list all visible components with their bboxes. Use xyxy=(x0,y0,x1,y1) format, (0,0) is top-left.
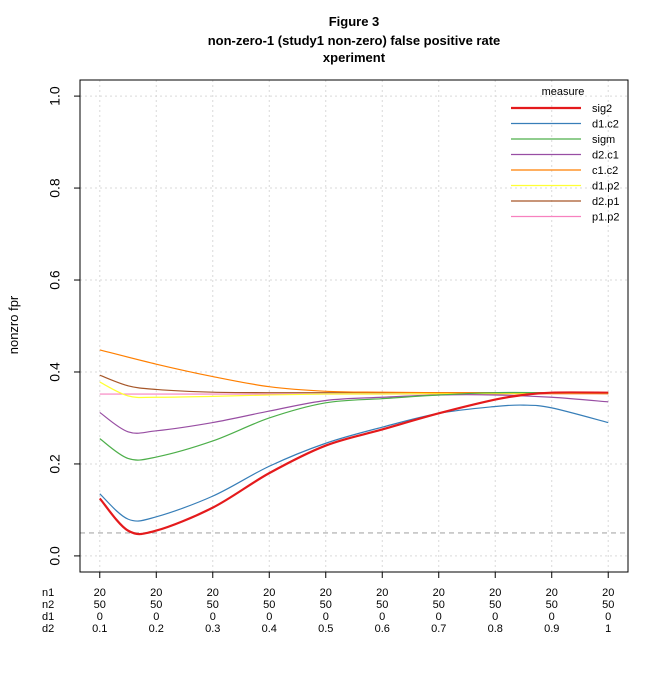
legend-label-c1.c2: c1.c2 xyxy=(592,165,618,177)
y-tick-label-4: 0.8 xyxy=(47,178,63,198)
x-table-cell-d2-2: 0.2 xyxy=(149,623,164,635)
x-table-cell-n2-4: 50 xyxy=(263,599,275,611)
legend-label-sig2: sig2 xyxy=(592,103,612,115)
legend-label-p1.p2: p1.p2 xyxy=(592,212,620,224)
y-axis-label: nonzro fpr xyxy=(6,295,21,354)
x-table-cell-d2-9: 0.9 xyxy=(544,623,559,635)
x-axis-table: n1 20 20 20 20 20 20 20 20 20 20 n2 50 50 50 50 50 50 50 50… xyxy=(42,587,614,635)
legend-label-sigm: sigm xyxy=(592,134,615,146)
x-table-cell-n2-9: 50 xyxy=(546,599,558,611)
legend-label-d2.c1: d2.c1 xyxy=(592,150,619,162)
y-tick-label-0: 0.0 xyxy=(47,546,63,566)
y-tick-label-3: 0.6 xyxy=(47,270,63,290)
series-line-d1.c2 xyxy=(99,404,609,522)
x-table-cell-d2-6: 0.6 xyxy=(375,623,390,635)
series-line-c1.c2 xyxy=(99,349,609,394)
x-table-cell-n1-2: 20 xyxy=(150,587,162,599)
series-lines xyxy=(98,349,609,536)
x-table-cell-n1-9: 20 xyxy=(546,587,558,599)
x-table-cell-n2-1: 50 xyxy=(94,599,106,611)
chart-title-line-2: non-zero-1 (study1 non-zero) false posit… xyxy=(208,33,501,48)
x-table-cell-n1-10: 20 xyxy=(602,587,614,599)
x-table-cell-n2-7: 50 xyxy=(433,599,445,611)
x-table-cell-d1-5: 0 xyxy=(323,611,329,623)
legend: measure sig2 d1.c2 sigm d2.c1 c1.c2 d1.p2 d2.p1… xyxy=(511,86,620,224)
x-table-cell-d1-10: 0 xyxy=(605,611,611,623)
legend-title: measure xyxy=(542,86,585,98)
series-line-sigm xyxy=(99,391,609,461)
x-table-row-label-n2: n2 xyxy=(42,599,54,611)
x-table-cell-n1-6: 20 xyxy=(376,587,388,599)
x-table-cell-d2-10: 1 xyxy=(605,623,611,635)
x-table-cell-d1-8: 0 xyxy=(492,611,498,623)
x-table-cell-d2-3: 0.3 xyxy=(205,623,220,635)
x-table-cell-d1-7: 0 xyxy=(436,611,442,623)
series-line-d1.p2 xyxy=(99,381,609,399)
x-table-cell-n2-6: 50 xyxy=(376,599,388,611)
x-table-row-label-n1: n1 xyxy=(42,587,54,599)
x-table-cell-n1-4: 20 xyxy=(263,587,275,599)
x-table-cell-d2-5: 0.5 xyxy=(318,623,333,635)
x-table-cell-n1-8: 20 xyxy=(489,587,501,599)
chart-title-line-1: Figure 3 xyxy=(329,14,380,29)
x-table-cell-n2-3: 50 xyxy=(207,599,219,611)
grid xyxy=(80,80,628,572)
x-table-cell-n1-7: 20 xyxy=(433,587,445,599)
x-table-cell-n2-8: 50 xyxy=(489,599,501,611)
x-table-row-label-d1: d1 xyxy=(42,611,54,623)
x-table-cell-d1-1: 0 xyxy=(97,611,103,623)
x-table-cell-n1-1: 20 xyxy=(94,587,106,599)
x-table-cell-n1-5: 20 xyxy=(320,587,332,599)
plot-frame xyxy=(79,79,629,573)
y-tick-label-5: 1.0 xyxy=(47,86,63,106)
series-line-d2.p1 xyxy=(99,374,609,395)
x-table-cell-n2-5: 50 xyxy=(320,599,332,611)
x-table-cell-d2-4: 0.4 xyxy=(262,623,277,635)
x-table-cell-d1-2: 0 xyxy=(153,611,159,623)
x-table-cell-d2-8: 0.8 xyxy=(488,623,503,635)
y-tick-label-2: 0.4 xyxy=(47,362,63,382)
x-table-cell-d1-9: 0 xyxy=(549,611,555,623)
series-line-sig2 xyxy=(98,391,609,536)
legend-label-d1.c2: d1.c2 xyxy=(592,119,619,131)
x-table-cell-d1-3: 0 xyxy=(210,611,216,623)
y-tick-label-1: 0.2 xyxy=(47,454,63,474)
x-table-cell-n1-3: 20 xyxy=(207,587,219,599)
chart-title-line-3: xperiment xyxy=(323,50,386,65)
legend-label-d2.p1: d2.p1 xyxy=(592,196,620,208)
x-table-cell-n2-10: 50 xyxy=(602,599,614,611)
x-table-cell-n2-2: 50 xyxy=(150,599,162,611)
legend-label-d1.p2: d1.p2 xyxy=(592,181,620,193)
x-table-row-label-d2: d2 xyxy=(42,623,54,635)
x-table-cell-d2-7: 0.7 xyxy=(431,623,446,635)
x-table-cell-d2-1: 0.1 xyxy=(92,623,107,635)
x-table-cell-d1-4: 0 xyxy=(266,611,272,623)
x-table-cell-d1-6: 0 xyxy=(379,611,385,623)
axes: 0.0 0.2 0.4 0.6 0.8 1.0 xyxy=(47,79,629,578)
